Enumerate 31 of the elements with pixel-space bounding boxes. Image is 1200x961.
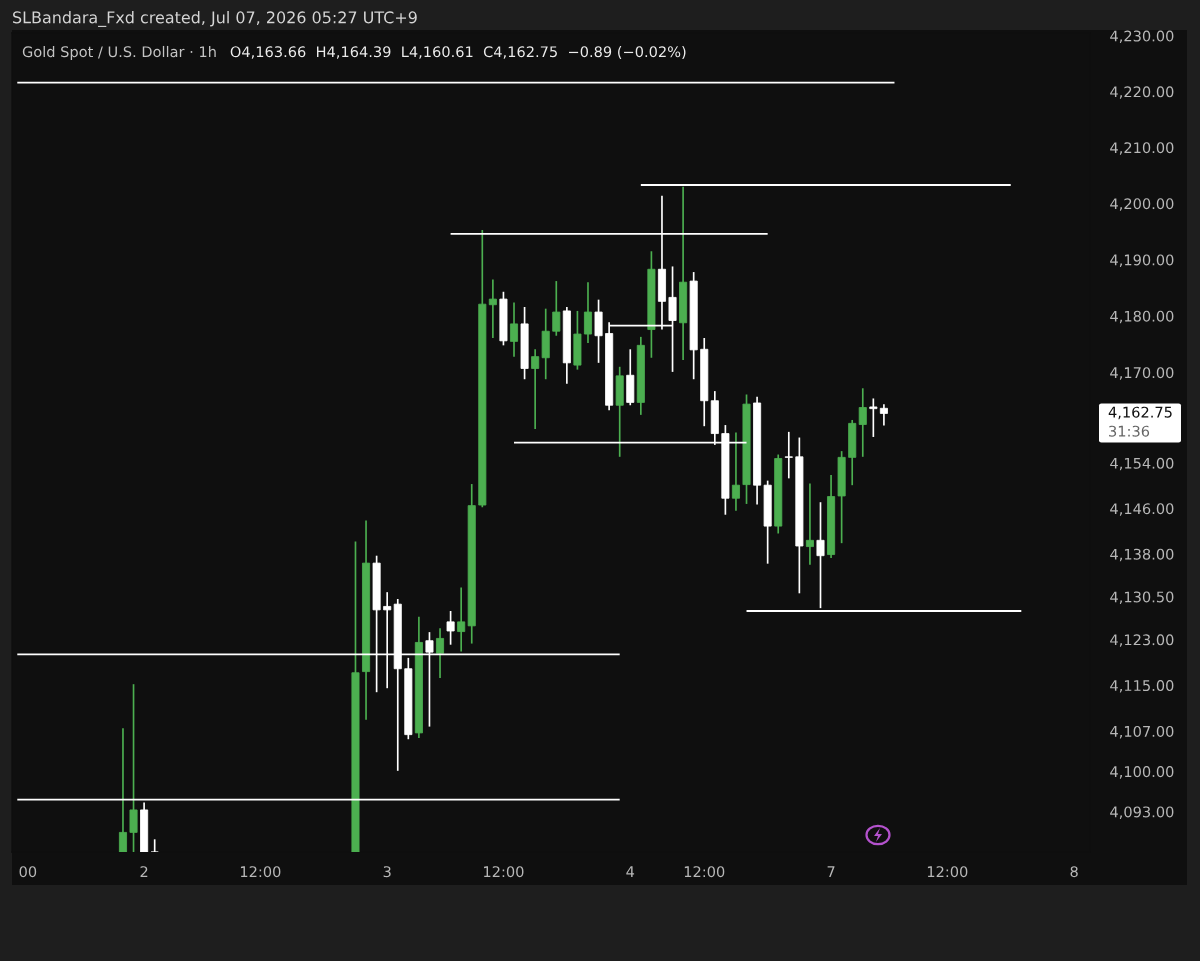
y-tick-label: 4,154.00 — [1110, 457, 1174, 471]
y-tick-label: 4,138.00 — [1110, 548, 1174, 562]
x-tick-label: 12:00 — [684, 866, 725, 878]
y-tick-label: 4,100.00 — [1110, 766, 1174, 779]
y-tick-label: 4,190.00 — [1110, 254, 1174, 267]
text: SLBandara_Fxd created, Jul 07, 2026 05:27 UTC+9 — [13, 11, 417, 27]
x-tick-label: 2 — [140, 866, 148, 877]
text: 31:36 — [1109, 425, 1150, 437]
y-tick-label: 4,107.00 — [1110, 725, 1174, 739]
x-tick-label: 00 — [19, 866, 37, 878]
y-tick-label: 4,180.00 — [1110, 310, 1174, 324]
x-tick-label: 4 — [626, 866, 635, 877]
x-tick-label: 3 — [383, 866, 391, 878]
x-tick-label: 12:00 — [927, 866, 968, 878]
text: 4,162.75 — [1108, 406, 1172, 420]
x-tick-label: 7 — [827, 866, 835, 877]
y-tick-label: 4,115.00 — [1110, 680, 1174, 693]
y-tick-label: 4,146.00 — [1110, 503, 1174, 516]
y-tick-label: 4,123.00 — [1110, 634, 1174, 647]
y-tick-label: 4,200.00 — [1110, 198, 1174, 211]
y-tick-label: 4,170.00 — [1110, 367, 1174, 380]
text: Gold Spot / U.S. Dollar · 1h — [22, 45, 216, 61]
y-tick-label: 4,130.50 — [1110, 591, 1174, 604]
y-tick-label: 4,220.00 — [1110, 86, 1174, 99]
y-tick-label: 4,093.00 — [1110, 806, 1174, 819]
y-tick-label: 4,230.00 — [1110, 30, 1174, 44]
text: O4,163.66 H4,164.39 L4,160.61 C4,162.75 −0.89 (−0.02%) — [230, 45, 686, 59]
x-tick-label: 12:00 — [240, 866, 281, 878]
y-tick-label: 4,210.00 — [1110, 142, 1174, 155]
x-tick-label: 8 — [1070, 866, 1078, 878]
x-tick-label: 12:00 — [484, 866, 524, 878]
